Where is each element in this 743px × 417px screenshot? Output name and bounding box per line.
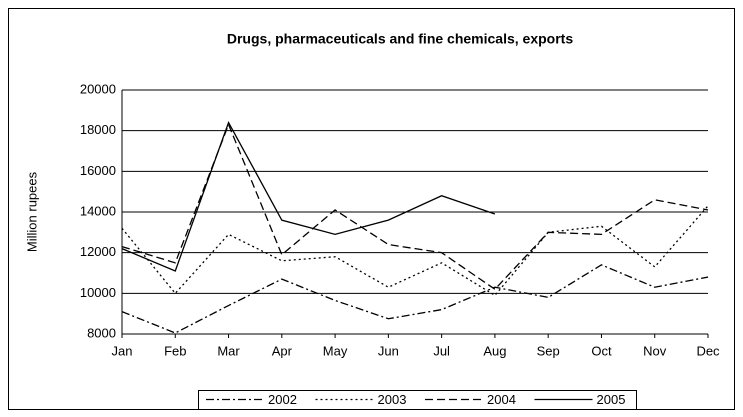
x-tick-label: Apr <box>272 343 293 358</box>
series-line <box>121 122 709 291</box>
chart-border <box>8 8 735 410</box>
x-tick-label: Sep <box>537 343 560 358</box>
y-tick-label: 8000 <box>87 325 116 340</box>
y-tick-label: 20000 <box>80 81 116 96</box>
x-tick-label: Dec <box>696 343 720 358</box>
x-tick-label: Mar <box>217 343 240 358</box>
y-tick-label: 10000 <box>80 285 116 300</box>
y-tick-label: 14000 <box>80 203 116 218</box>
x-tick-label: Jan <box>112 343 133 358</box>
chart-title: Drugs, pharmaceuticals and fine chemical… <box>227 31 573 47</box>
x-tick-label: Jul <box>433 343 450 358</box>
legend-label: 2004 <box>487 392 516 407</box>
legend-box <box>198 390 637 410</box>
x-tick-label: May <box>323 343 348 358</box>
x-tick-label: Nov <box>643 343 667 358</box>
x-tick-label: Aug <box>483 343 506 358</box>
y-axis-label: Million rupees <box>24 171 39 252</box>
y-tick-label: 18000 <box>80 122 116 137</box>
x-tick-label: Jun <box>378 343 399 358</box>
series-line <box>121 264 709 334</box>
legend-label: 2003 <box>378 392 407 407</box>
legend-label: 2005 <box>597 392 626 407</box>
series-line <box>121 205 709 297</box>
x-tick-label: Oct <box>591 343 612 358</box>
legend-label: 2002 <box>268 392 297 407</box>
y-tick-label: 16000 <box>80 163 116 178</box>
x-tick-label: Feb <box>164 343 186 358</box>
y-tick-label: 12000 <box>80 244 116 259</box>
series-line <box>121 120 496 272</box>
